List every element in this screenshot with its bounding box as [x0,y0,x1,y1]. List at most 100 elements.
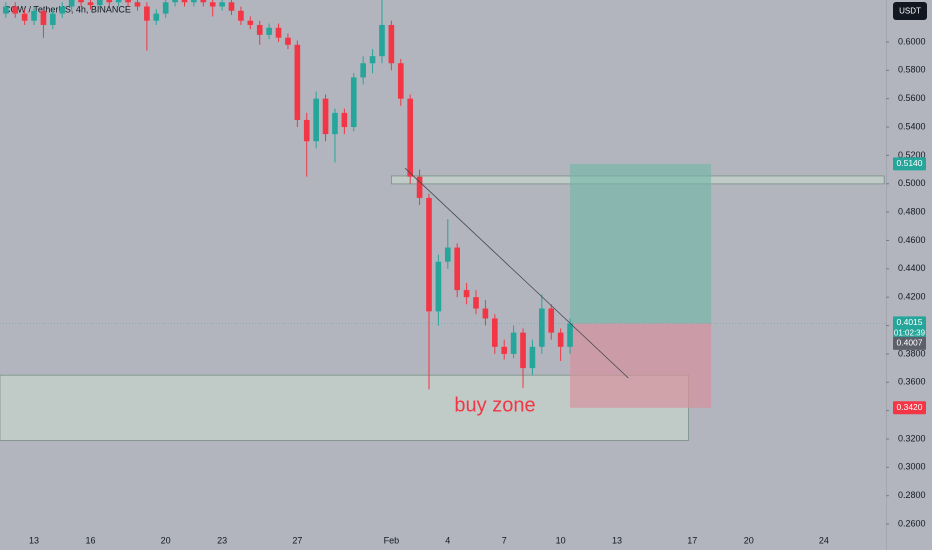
y-tick-label: 0.4200 [898,292,926,302]
y-tick-label: 0.5400 [898,121,926,131]
price-tag-label: 0.4015 [897,317,923,327]
y-tick-label: 0.3200 [898,433,926,443]
price-tag [893,157,926,171]
target-zone [570,163,712,324]
candle-body [303,119,310,142]
candle-body [209,2,216,7]
candle-body [162,2,169,14]
price-tag-label: 0.3420 [897,402,923,412]
y-tick-label: 0.3000 [898,462,926,472]
currency-button[interactable] [893,2,927,20]
y-tick-label: 0.3800 [898,348,926,358]
candle-body [3,6,9,14]
candle-body [313,98,319,142]
x-tick-label: 17 [687,535,697,545]
candle-body [266,27,272,35]
candle-body [482,308,489,319]
candle-body [360,63,366,78]
y-tick-label: 0.2600 [898,518,926,528]
candle-body [275,27,282,38]
candle-body [454,247,461,291]
y-tick-label: 0.5800 [898,65,926,75]
x-tick-label: 23 [217,535,227,545]
candle-body [238,10,244,21]
candle-body [557,332,564,347]
candle-body [97,0,103,6]
y-tick-label: 0.3600 [898,377,926,387]
x-tick-label: 16 [85,535,95,545]
y-tick-label: 0.5600 [898,93,926,103]
y-tick-label: 0.4400 [898,263,926,273]
candle-body [332,112,338,135]
x-tick-label: Feb [384,535,400,545]
candle-body [416,176,423,198]
candle-body [12,6,19,14]
price-tag [893,336,926,350]
candle-body [350,77,357,128]
trendline [404,167,629,379]
candle-body [247,20,254,25]
x-tick-label: 13 [29,535,39,545]
y-tick-label: 0.2800 [898,490,926,500]
y-tick-label: 0.4600 [898,235,926,245]
candle-body [435,261,442,312]
candle-body [444,247,451,262]
candle-body [567,323,573,347]
price-tag-label: 0.4007 [897,338,923,348]
candle-body [539,308,545,347]
x-tick-label: 24 [819,535,829,545]
candle-body [200,0,207,3]
candle-body [59,6,66,14]
candle-body [341,112,348,128]
candle-body [191,0,197,3]
candle-body [294,44,301,120]
candle-body [219,2,225,7]
candle-body [388,24,395,64]
candle-body [473,297,479,309]
price-tag [893,401,926,415]
y-tick-label: 0.5000 [898,178,926,188]
candle-body [172,0,178,3]
x-tick-label: 20 [744,535,754,545]
candle-body [68,0,75,7]
candle-body [87,2,94,6]
chart-title: COW / TetherUS, 4h, BINANCE [4,4,131,14]
price-tag-label: 0.5140 [897,158,923,168]
candle-body [106,0,113,3]
candle-body [510,332,517,354]
candle-body [125,0,131,3]
candle-body [285,37,291,45]
y-tick-label: 0.6000 [898,36,926,46]
candle-body [256,24,263,35]
candle-body [153,13,160,21]
x-tick-label: 7 [502,535,507,545]
candle-body [40,10,47,25]
annotation: buy zone [454,394,535,416]
candle-body [407,98,414,177]
x-tick-label: 27 [292,535,302,545]
x-tick-label: 20 [161,535,171,545]
candle-body [50,13,56,25]
candle-body [548,308,555,333]
candle-body [491,318,498,347]
stop-zone [570,323,712,408]
y-tick-label: 0.4800 [898,206,926,216]
candle-body [322,98,329,135]
candle-body [501,346,508,354]
countdown: 01:02:39 [894,329,926,338]
candle-body [31,10,37,21]
candle-body [529,346,536,369]
candle-body [115,0,122,3]
currency-button-label[interactable]: USDT [899,7,921,16]
x-tick-label: 4 [445,535,450,545]
candle-body [379,24,385,57]
x-tick-label: 13 [612,535,622,545]
candle-body [463,290,470,298]
price-tag [893,316,926,341]
candle-body [228,2,235,11]
candle-body [397,63,404,99]
candle-body [181,0,188,3]
